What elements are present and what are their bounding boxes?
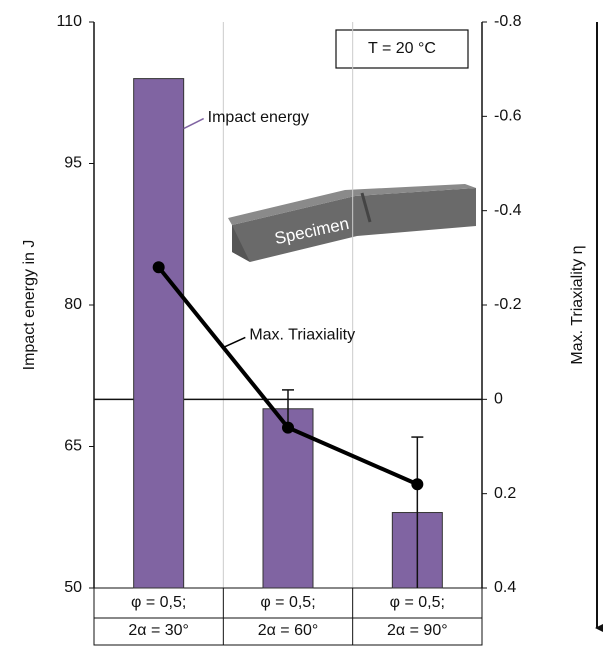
y-tick-label: 65 xyxy=(64,438,82,455)
y2-tick-label: -0.8 xyxy=(494,13,522,30)
specimen-image xyxy=(228,184,476,262)
bar xyxy=(133,78,185,589)
y2-tick-label: -0.4 xyxy=(494,202,522,219)
x-tick-label: 2α = 90° xyxy=(387,622,448,639)
x-tick-label: φ = 0,5; xyxy=(131,594,186,611)
line-point xyxy=(411,478,424,491)
y2-tick-label: 0.4 xyxy=(494,579,516,596)
y2-tick-label: -0.6 xyxy=(494,108,522,125)
y-tick-label: 110 xyxy=(56,13,82,30)
x-tick-label: φ = 0,5; xyxy=(260,594,315,611)
legend-leader xyxy=(223,336,246,349)
y-tick-label: 80 xyxy=(64,296,82,313)
line-point xyxy=(152,261,165,274)
x-tick-label: φ = 0,5; xyxy=(390,594,445,611)
y-tick-label: 95 xyxy=(64,155,82,172)
y2-axis-title: Max. Triaxiality η xyxy=(569,245,586,364)
x-tick-label: 2α = 60° xyxy=(258,622,319,639)
line-point xyxy=(282,421,294,434)
x-tick-label: 2α = 30° xyxy=(128,622,189,639)
legend-label: Impact energy xyxy=(208,109,309,126)
y2-tick-label: -0.2 xyxy=(494,296,522,313)
temperature-label: T = 20 °C xyxy=(368,40,436,57)
temperature-box xyxy=(335,29,469,69)
y2-tick-label: 0 xyxy=(494,391,503,408)
y-tick-label: 50 xyxy=(64,579,82,596)
legend-label: Max. Triaxiality xyxy=(249,327,355,344)
y-axis-title: Impact energy in J xyxy=(21,240,38,371)
y2-tick-label: 0.2 xyxy=(494,485,516,502)
legend-leader xyxy=(183,117,205,130)
bar xyxy=(262,408,314,589)
